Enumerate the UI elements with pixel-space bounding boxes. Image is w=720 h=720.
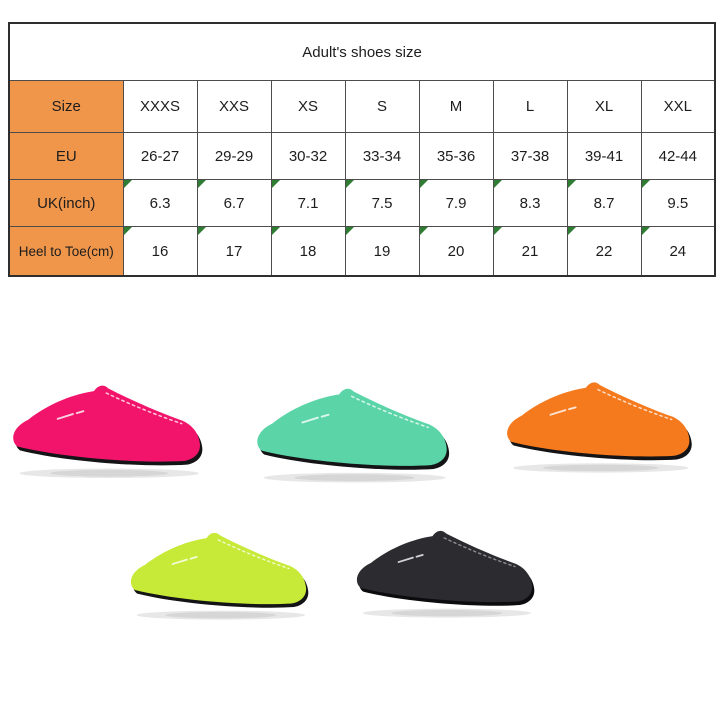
shoe-photo-pink bbox=[8, 374, 218, 481]
comment-marker-icon bbox=[124, 180, 132, 188]
comment-marker-icon bbox=[124, 227, 132, 235]
table-row-heel-to-toe: Heel to Toe(cm) 16 17 18 19 20 21 22 24 bbox=[8, 226, 716, 277]
heel-cell: 22 bbox=[566, 226, 642, 277]
heel-cell: 18 bbox=[270, 226, 346, 277]
uk-value: 8.3 bbox=[519, 194, 541, 212]
heel-value: 22 bbox=[595, 242, 613, 260]
shoe-body bbox=[257, 388, 447, 466]
uk-value: 7.5 bbox=[371, 194, 393, 212]
heel-cell: 20 bbox=[418, 226, 494, 277]
comment-marker-icon bbox=[568, 227, 576, 235]
comment-marker-icon bbox=[198, 180, 206, 188]
eu-cell: 33-34 bbox=[344, 132, 420, 180]
row-header-eu: EU bbox=[8, 132, 124, 180]
uk-value: 9.5 bbox=[667, 194, 689, 212]
comment-marker-icon bbox=[198, 227, 206, 235]
shoe-body bbox=[507, 382, 690, 457]
heel-cell: 16 bbox=[122, 226, 198, 277]
size-cell: L bbox=[492, 80, 568, 133]
size-cell: XXS bbox=[196, 80, 272, 133]
eu-cell: 42-44 bbox=[640, 132, 716, 180]
uk-value: 6.3 bbox=[149, 194, 171, 212]
size-cell: M bbox=[418, 80, 494, 133]
shoe-photo-neon-green bbox=[126, 522, 323, 622]
uk-cell: 8.7 bbox=[566, 179, 642, 227]
size-cell: S bbox=[344, 80, 420, 133]
eu-cell: 35-36 bbox=[418, 132, 494, 180]
table-row-eu: EU 26-27 29-29 30-32 33-34 35-36 37-38 3… bbox=[8, 132, 716, 180]
heel-cell: 24 bbox=[640, 226, 716, 277]
comment-marker-icon bbox=[568, 180, 576, 188]
row-header-size: Size bbox=[8, 80, 124, 133]
eu-cell: 30-32 bbox=[270, 132, 346, 180]
comment-marker-icon bbox=[494, 180, 502, 188]
heel-value: 24 bbox=[669, 242, 687, 260]
row-header-heel-to-toe: Heel to Toe(cm) bbox=[8, 226, 124, 277]
comment-marker-icon bbox=[272, 180, 280, 188]
uk-value: 7.1 bbox=[297, 194, 319, 212]
heel-cell: 21 bbox=[492, 226, 568, 277]
uk-cell: 6.7 bbox=[196, 179, 272, 227]
heel-cell: 17 bbox=[196, 226, 272, 277]
shoe-photo-orange bbox=[502, 371, 707, 475]
heel-value: 16 bbox=[151, 242, 169, 260]
shoe-photo-black bbox=[352, 520, 549, 620]
shoe-shadow bbox=[19, 468, 199, 479]
uk-cell: 9.5 bbox=[640, 179, 716, 227]
comment-marker-icon bbox=[642, 180, 650, 188]
comment-marker-icon bbox=[346, 227, 354, 235]
size-cell: XXL bbox=[640, 80, 716, 133]
heel-value: 21 bbox=[521, 242, 539, 260]
comment-marker-icon bbox=[494, 227, 502, 235]
eu-cell: 26-27 bbox=[122, 132, 198, 180]
comment-marker-icon bbox=[346, 180, 354, 188]
shoe-shadow bbox=[263, 472, 446, 483]
comment-marker-icon bbox=[420, 227, 428, 235]
size-cell: XS bbox=[270, 80, 346, 133]
size-chart-table: Adult's shoes size Size XXXS XXS XS S M … bbox=[8, 22, 717, 277]
comment-marker-icon bbox=[272, 227, 280, 235]
table-row-uk-inch: UK(inch) 6.3 6.7 7.1 7.5 7.9 8.3 8.7 9.5 bbox=[8, 179, 716, 227]
heel-value: 19 bbox=[373, 242, 391, 260]
size-cell: XL bbox=[566, 80, 642, 133]
uk-cell: 6.3 bbox=[122, 179, 198, 227]
uk-cell: 7.1 bbox=[270, 179, 346, 227]
shoe-photo-mint-green bbox=[252, 377, 465, 485]
shoe-body bbox=[13, 385, 200, 462]
eu-cell: 37-38 bbox=[492, 132, 568, 180]
shoe-shadow bbox=[136, 610, 306, 620]
row-header-uk-inch: UK(inch) bbox=[8, 179, 124, 227]
size-chart: Adult's shoes size Size XXXS XXS XS S M … bbox=[8, 22, 717, 277]
uk-value: 8.7 bbox=[593, 194, 615, 212]
comment-marker-icon bbox=[642, 227, 650, 235]
uk-value: 7.9 bbox=[445, 194, 467, 212]
uk-cell: 7.9 bbox=[418, 179, 494, 227]
heel-value: 18 bbox=[299, 242, 317, 260]
eu-cell: 39-41 bbox=[566, 132, 642, 180]
uk-cell: 8.3 bbox=[492, 179, 568, 227]
chart-title: Adult's shoes size bbox=[8, 22, 716, 81]
uk-cell: 7.5 bbox=[344, 179, 420, 227]
shoe-body bbox=[130, 532, 307, 605]
heel-cell: 19 bbox=[344, 226, 420, 277]
eu-cell: 29-29 bbox=[196, 132, 272, 180]
size-cell: XXXS bbox=[122, 80, 198, 133]
heel-value: 20 bbox=[447, 242, 465, 260]
uk-value: 6.7 bbox=[223, 194, 245, 212]
shoe-body bbox=[356, 530, 533, 603]
comment-marker-icon bbox=[420, 180, 428, 188]
shoe-shadow bbox=[362, 608, 532, 618]
table-row-size: Size XXXS XXS XS S M L XL XXL bbox=[8, 80, 716, 133]
shoe-shadow bbox=[513, 463, 689, 473]
heel-value: 17 bbox=[225, 242, 243, 260]
